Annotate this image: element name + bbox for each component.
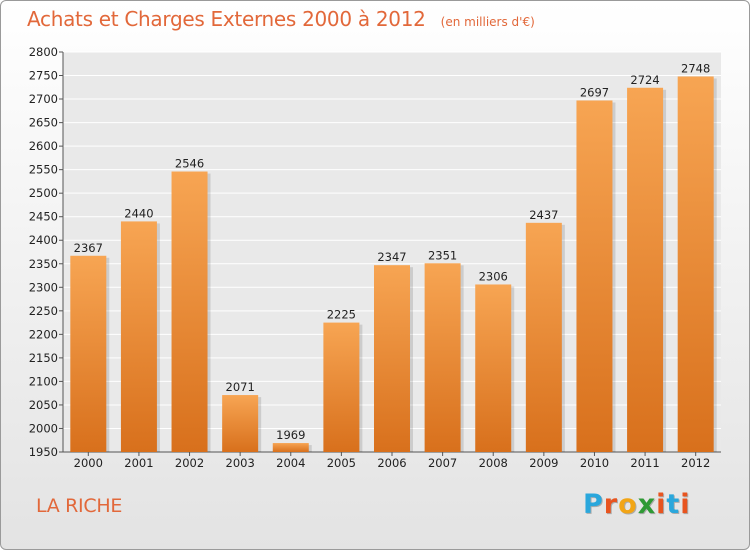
x-tick-label: 2002 [175, 456, 204, 470]
logo-letter: P [583, 489, 604, 520]
logo-letter: x [637, 489, 657, 520]
logo-letter: o [618, 489, 638, 520]
data-label: 2367 [74, 241, 103, 255]
y-tick-label: 2050 [29, 398, 58, 412]
x-tick-label: 2011 [630, 456, 659, 470]
bar [120, 221, 157, 452]
logo-letter: i [680, 489, 691, 520]
commune-name: LA RICHE [36, 495, 123, 517]
data-label: 2071 [226, 380, 255, 394]
x-tick-labels: 2000 2001 2002 2003 2004 2005 2006 2007 2008 2009… [74, 456, 711, 470]
bar [424, 263, 461, 452]
title-row: Achats et Charges Externes 2000 à 2012 (… [27, 7, 535, 31]
x-tick-label: 2008 [479, 456, 508, 470]
bar [171, 171, 208, 452]
bar [323, 322, 360, 452]
y-tick-label: 2600 [29, 139, 58, 153]
y-tick-label: 2000 [29, 421, 58, 435]
y-tick-labels: 1950 2000 2050 2100 2150 2200 2250 2300 2350 2400… [29, 45, 58, 459]
data-label: 2351 [428, 248, 457, 262]
data-label: 2546 [175, 157, 204, 171]
bar [525, 222, 562, 452]
data-labels: 2367 2440 2546 2071 1969 2225 2347 2351 2306 2437… [74, 61, 711, 442]
data-label: 2347 [377, 250, 406, 264]
bar [627, 87, 664, 452]
data-label: 2225 [327, 308, 356, 322]
x-tick-label: 2004 [276, 456, 305, 470]
y-tick-label: 2100 [29, 374, 58, 388]
data-label: 2697 [580, 85, 609, 99]
y-tick-label: 2800 [29, 45, 58, 59]
y-tick-label: 1950 [29, 445, 58, 459]
unit-note: (en milliers d'€) [440, 15, 535, 29]
y-tick-label: 2700 [29, 92, 58, 106]
x-tick-label: 2003 [226, 456, 255, 470]
data-label: 2440 [124, 206, 153, 220]
x-tick-label: 2010 [580, 456, 609, 470]
data-label: 2306 [479, 269, 508, 283]
y-tick-label: 2150 [29, 351, 58, 365]
y-tick-label: 2550 [29, 163, 58, 177]
proxiti-logo: Proxiti [583, 489, 691, 520]
x-tick-label: 2007 [428, 456, 457, 470]
x-tick-label: 2006 [377, 456, 406, 470]
logo-letter: t [666, 489, 681, 520]
y-tick-label: 2750 [29, 69, 58, 83]
x-tick-label: 2005 [327, 456, 356, 470]
bar [374, 265, 410, 452]
y-tick-label: 2200 [29, 327, 58, 341]
x-tick-label: 2001 [124, 456, 153, 470]
y-tick-label: 2350 [29, 257, 58, 271]
x-tick-label: 2012 [681, 456, 710, 470]
data-label: 2437 [529, 208, 558, 222]
logo-letter: i [656, 489, 667, 520]
logo-letter: r [603, 489, 619, 520]
bar [272, 443, 309, 452]
y-tick-label: 2250 [29, 304, 58, 318]
bar [222, 395, 259, 452]
data-label: 1969 [276, 428, 305, 442]
bars [70, 76, 717, 453]
bar [677, 76, 714, 453]
data-label: 2724 [630, 73, 659, 87]
y-tick-label: 2400 [29, 233, 58, 247]
y-tick-label: 2300 [29, 280, 58, 294]
bar [70, 255, 107, 452]
y-tick-label: 2650 [29, 116, 58, 130]
data-label: 2748 [681, 61, 710, 75]
y-tick-label: 2500 [29, 186, 58, 200]
bar [475, 284, 512, 452]
chart-title: Achats et Charges Externes 2000 à 2012 [27, 7, 426, 31]
x-tick-label: 2000 [74, 456, 103, 470]
y-tick-label: 2450 [29, 210, 58, 224]
x-tick-label: 2009 [529, 456, 558, 470]
bar [576, 100, 613, 453]
